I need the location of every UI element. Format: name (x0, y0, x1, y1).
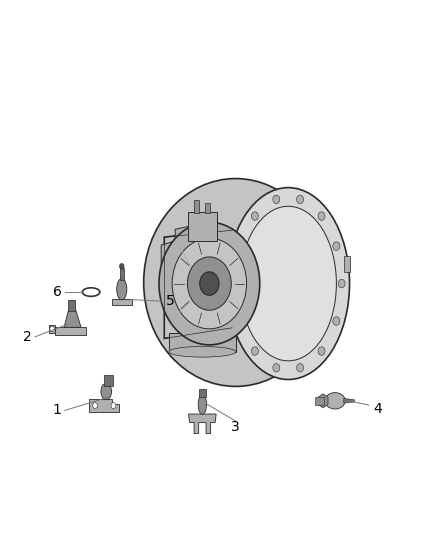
Ellipse shape (240, 206, 336, 361)
Circle shape (318, 212, 325, 220)
Polygon shape (112, 300, 132, 305)
Circle shape (93, 402, 98, 408)
Polygon shape (55, 327, 86, 335)
Bar (199, 389, 205, 397)
Circle shape (333, 317, 340, 325)
Circle shape (172, 238, 247, 329)
Polygon shape (89, 399, 119, 412)
Bar (120, 268, 124, 280)
Circle shape (251, 347, 258, 356)
Circle shape (333, 242, 340, 251)
Polygon shape (344, 256, 350, 272)
Circle shape (297, 195, 304, 204)
Polygon shape (318, 394, 328, 408)
Bar (205, 203, 210, 213)
Text: 1: 1 (53, 403, 61, 417)
Ellipse shape (144, 179, 328, 386)
Text: 4: 4 (373, 402, 382, 416)
Polygon shape (64, 309, 81, 327)
Ellipse shape (169, 346, 236, 357)
Circle shape (273, 195, 280, 204)
Ellipse shape (101, 383, 112, 400)
Ellipse shape (227, 188, 350, 379)
Circle shape (159, 222, 260, 345)
Circle shape (273, 364, 280, 372)
Circle shape (297, 364, 304, 372)
Circle shape (120, 263, 124, 269)
Bar (188, 212, 217, 241)
Polygon shape (164, 229, 232, 338)
Text: 6: 6 (53, 285, 61, 299)
Polygon shape (188, 414, 216, 434)
Circle shape (338, 279, 345, 288)
Text: 5: 5 (166, 294, 174, 308)
Polygon shape (169, 333, 236, 352)
Bar (104, 375, 113, 386)
Polygon shape (161, 239, 182, 266)
Polygon shape (175, 224, 232, 245)
Circle shape (50, 326, 54, 332)
Bar (68, 301, 75, 311)
Bar (194, 200, 199, 213)
Circle shape (251, 212, 258, 220)
Text: 2: 2 (23, 330, 32, 344)
Polygon shape (344, 399, 354, 403)
Ellipse shape (198, 395, 206, 414)
Ellipse shape (117, 279, 127, 300)
Text: 3: 3 (231, 421, 240, 434)
Ellipse shape (325, 393, 345, 409)
Circle shape (237, 242, 244, 251)
Circle shape (187, 257, 231, 310)
Circle shape (111, 402, 116, 408)
Circle shape (231, 279, 238, 288)
Circle shape (237, 317, 244, 325)
Polygon shape (49, 325, 55, 333)
Circle shape (318, 347, 325, 356)
Circle shape (200, 272, 219, 295)
Bar (315, 397, 325, 405)
